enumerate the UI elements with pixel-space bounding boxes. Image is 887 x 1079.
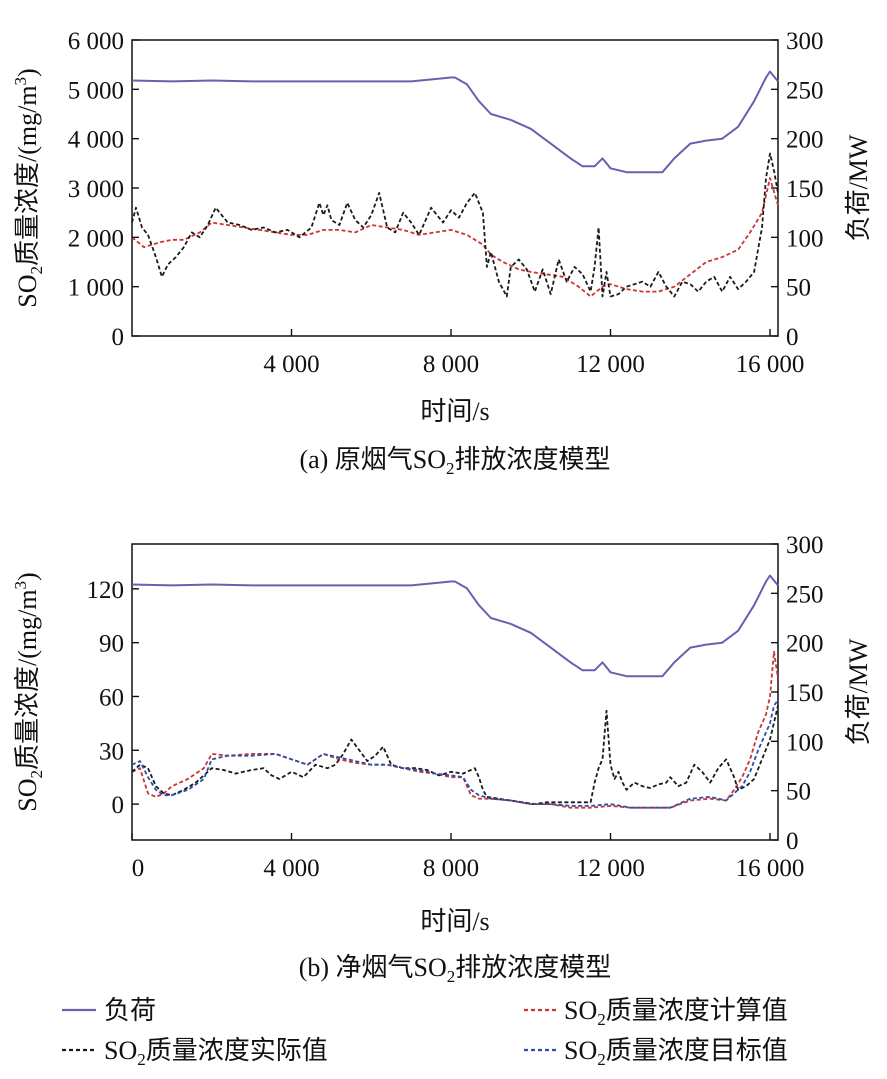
y2-tick-label: 150 bbox=[786, 680, 824, 707]
legend-label-load: 负荷 bbox=[104, 996, 156, 1025]
y2-tick-label: 200 bbox=[786, 127, 824, 154]
y2-axis-label-b: 负荷/MW bbox=[844, 638, 873, 745]
y-tick-label: 3 000 bbox=[68, 176, 124, 203]
legend-label-actual: SO2质量浓度实际值 bbox=[104, 1036, 328, 1069]
y2-tick-label: 100 bbox=[786, 225, 824, 252]
y-tick-label: 0 bbox=[112, 792, 125, 819]
y-tick-label: 2 000 bbox=[68, 225, 124, 252]
y2-tick-label: 300 bbox=[786, 28, 824, 55]
series-line-so2-2 bbox=[131, 152, 779, 298]
series-layer-a bbox=[131, 70, 779, 298]
y-tick-label: 90 bbox=[99, 631, 124, 658]
y2-tick-label: 100 bbox=[786, 729, 824, 756]
y-axis-label-b: SO2质量浓度/(mg/m3) bbox=[11, 572, 46, 811]
legend: 负荷 SO2质量浓度计算值 SO2质量浓度实际值 SO2质量浓度目标值 bbox=[62, 996, 788, 1069]
x-tick-label: 4 000 bbox=[263, 855, 319, 882]
x-tick-label: 4 000 bbox=[263, 351, 319, 378]
y-tick-label: 5 000 bbox=[68, 77, 124, 104]
series-line-so2-1 bbox=[131, 177, 779, 298]
y-tick-label: 6 000 bbox=[68, 28, 124, 55]
plot-frame-b bbox=[131, 543, 779, 841]
x-tick-label: 12 000 bbox=[576, 855, 645, 882]
x-axis-label-a: 时间/s bbox=[420, 397, 489, 426]
y-tick-label: 60 bbox=[99, 684, 124, 711]
x-axis-label-b: 时间/s bbox=[420, 907, 489, 936]
y2-tick-label: 50 bbox=[786, 275, 811, 302]
y-tick-label: 120 bbox=[87, 577, 125, 604]
x-tick-label: 12 000 bbox=[576, 351, 645, 378]
y2-tick-label: 300 bbox=[786, 532, 824, 559]
x-tick-label: 8 000 bbox=[423, 351, 479, 378]
y2-tick-label: 250 bbox=[786, 77, 824, 104]
series-line-so2-3 bbox=[131, 699, 779, 809]
y2-tick-label: 0 bbox=[786, 324, 799, 351]
x-tick-label: 16 000 bbox=[736, 351, 805, 378]
y2-tick-label: 0 bbox=[786, 828, 799, 855]
y2-tick-label: 150 bbox=[786, 176, 824, 203]
y-tick-label: 1 000 bbox=[68, 275, 124, 302]
y-tick-label: 4 000 bbox=[68, 127, 124, 154]
legend-label-calc: SO2质量浓度计算值 bbox=[564, 996, 788, 1029]
y-tick-label: 30 bbox=[99, 738, 124, 765]
y2-axis-label-a: 负荷/MW bbox=[844, 134, 873, 241]
legend-label-target: SO2质量浓度目标值 bbox=[564, 1036, 788, 1069]
series-line-load-0 bbox=[131, 574, 779, 678]
x-tick-label: 16 000 bbox=[736, 855, 805, 882]
series-line-load-0 bbox=[131, 70, 779, 174]
y-axis-label-a: SO2质量浓度/(mg/m3) bbox=[11, 68, 46, 307]
y-tick-label: 0 bbox=[112, 324, 125, 351]
y2-tick-label: 50 bbox=[786, 779, 811, 806]
y2-tick-label: 200 bbox=[786, 631, 824, 658]
x-tick-label: 0 bbox=[132, 855, 145, 882]
caption-b: (b) 净烟气SO2排放浓度模型 bbox=[299, 953, 612, 986]
x-tick-label: 8 000 bbox=[423, 855, 479, 882]
y2-tick-label: 250 bbox=[786, 581, 824, 608]
caption-a: (a) 原烟气SO2排放浓度模型 bbox=[299, 445, 610, 478]
plot-frame-a bbox=[131, 39, 779, 337]
series-line-so2-1 bbox=[131, 650, 779, 809]
series-layer-b bbox=[131, 574, 779, 809]
